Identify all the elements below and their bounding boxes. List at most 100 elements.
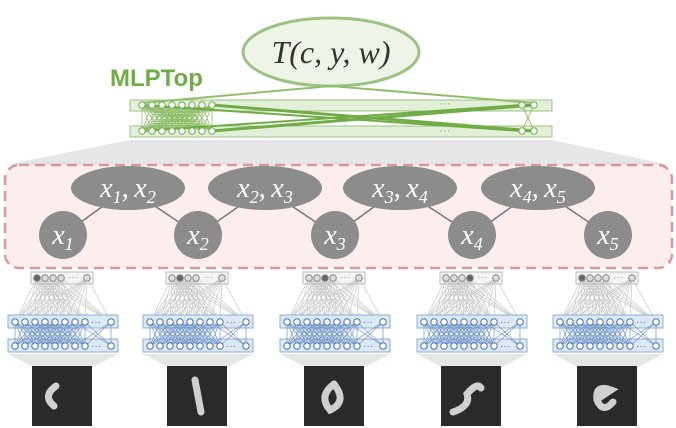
edge xyxy=(296,321,338,347)
unit xyxy=(490,342,498,350)
projection xyxy=(143,354,253,366)
input-image xyxy=(304,366,364,426)
unit xyxy=(460,318,468,326)
top-unit xyxy=(198,101,206,109)
subscript: 5 xyxy=(610,234,619,254)
unit xyxy=(470,342,478,350)
edge xyxy=(559,321,581,347)
edge xyxy=(443,321,485,347)
stroke xyxy=(321,380,344,415)
var: x xyxy=(133,173,147,204)
var: x xyxy=(270,173,284,204)
unit xyxy=(450,318,458,326)
unit xyxy=(41,318,49,326)
ellipsis: ··· xyxy=(68,272,78,283)
unit xyxy=(566,342,574,350)
edge xyxy=(84,321,112,347)
node xyxy=(584,211,632,259)
unit xyxy=(41,342,49,350)
unit xyxy=(11,342,19,350)
ellipsis: ··· xyxy=(500,317,510,328)
unit xyxy=(21,342,29,350)
edge xyxy=(24,321,66,347)
edge xyxy=(589,321,631,347)
unit xyxy=(440,342,448,350)
unit xyxy=(430,342,438,350)
unit xyxy=(616,342,624,350)
top-unit xyxy=(168,101,176,109)
unit xyxy=(216,342,224,350)
unit xyxy=(343,342,351,350)
output-unit xyxy=(458,274,466,282)
edge xyxy=(179,321,211,347)
top-unit xyxy=(208,101,216,109)
unit xyxy=(430,318,438,326)
edge xyxy=(463,321,495,347)
pair-label: x4, x5 xyxy=(509,173,566,207)
unit xyxy=(576,342,584,350)
unit xyxy=(303,342,311,350)
output-unit xyxy=(218,274,226,282)
edge xyxy=(286,321,298,347)
edge xyxy=(569,321,601,347)
unit xyxy=(31,342,39,350)
unit xyxy=(420,318,428,326)
separator: , xyxy=(394,173,401,204)
unit xyxy=(303,318,311,326)
node xyxy=(448,211,496,259)
separator: , xyxy=(259,173,266,204)
top-unit xyxy=(198,127,206,135)
edge xyxy=(44,321,86,347)
input-image xyxy=(32,366,92,426)
edge xyxy=(141,104,193,132)
edge xyxy=(423,321,435,347)
edge xyxy=(336,321,358,347)
unit xyxy=(107,318,115,326)
projection xyxy=(553,354,663,366)
output-unit xyxy=(442,274,450,282)
unit xyxy=(606,342,614,350)
edge xyxy=(74,321,112,347)
unit xyxy=(556,318,564,326)
input-image xyxy=(577,366,637,426)
subscript: 2 xyxy=(200,234,209,254)
edge xyxy=(141,104,173,132)
ellipsis: ··· xyxy=(91,317,101,328)
var: x xyxy=(509,173,523,204)
var: x xyxy=(543,173,557,204)
edge xyxy=(306,321,348,347)
subscript: 1 xyxy=(65,234,74,254)
output-unit xyxy=(57,274,65,282)
edge xyxy=(211,103,535,133)
edge xyxy=(14,321,26,347)
edge xyxy=(141,85,332,104)
subscript: 3 xyxy=(283,187,293,207)
unit xyxy=(51,342,59,350)
var: x xyxy=(371,173,385,204)
unit xyxy=(186,342,194,350)
unit xyxy=(61,318,69,326)
node xyxy=(39,211,87,259)
unit xyxy=(626,318,634,326)
unit xyxy=(626,342,634,350)
unit xyxy=(81,342,89,350)
unit xyxy=(343,318,351,326)
ellipsis: ··· xyxy=(363,317,373,328)
output-unit xyxy=(192,274,200,282)
edge xyxy=(219,321,247,347)
edge xyxy=(356,321,384,347)
separator: , xyxy=(122,173,129,204)
var: x xyxy=(186,220,200,251)
unit xyxy=(146,342,154,350)
top-unit xyxy=(148,127,156,135)
unit xyxy=(283,318,291,326)
edge xyxy=(169,321,201,347)
ellipsis: ··· xyxy=(440,98,451,110)
edge xyxy=(433,321,475,347)
ellipsis: ··· xyxy=(636,317,646,328)
output-unit xyxy=(33,274,41,282)
stroke xyxy=(191,376,205,416)
node-label: x2 xyxy=(186,220,209,254)
output-unit xyxy=(41,274,49,282)
edge xyxy=(569,321,611,347)
